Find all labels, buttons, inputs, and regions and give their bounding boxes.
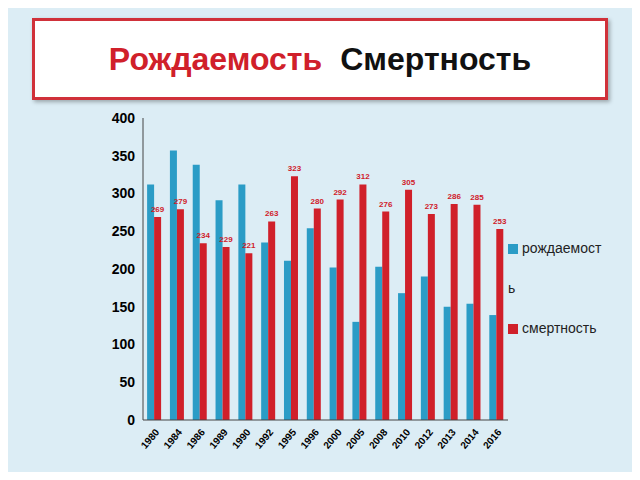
svg-text:250: 250 bbox=[112, 223, 136, 239]
svg-text:279: 279 bbox=[174, 197, 188, 206]
svg-text:350: 350 bbox=[112, 148, 136, 164]
svg-text:312: 312 bbox=[356, 172, 370, 181]
svg-text:400: 400 bbox=[112, 110, 136, 126]
html-text:рождаемость: рождаемость bbox=[508, 240, 602, 296]
svg-text:269: 269 bbox=[151, 205, 165, 214]
svg-text:1984: 1984 bbox=[161, 426, 184, 450]
svg-text:2016: 2016 bbox=[481, 426, 504, 450]
svg-text:200: 200 bbox=[112, 261, 136, 277]
svg-text:2014: 2014 bbox=[458, 426, 481, 450]
svg-text:221: 221 bbox=[242, 241, 256, 250]
svg-text:323: 323 bbox=[288, 164, 302, 173]
svg-text:276: 276 bbox=[379, 200, 393, 209]
svg-text:263: 263 bbox=[265, 209, 279, 218]
svg-text:292: 292 bbox=[333, 188, 347, 197]
svg-text:50: 50 bbox=[119, 374, 135, 390]
svg-text:1989: 1989 bbox=[207, 426, 230, 450]
svg-text:0: 0 bbox=[127, 412, 135, 428]
svg-text:2008: 2008 bbox=[367, 426, 390, 450]
svg-text:1990: 1990 bbox=[230, 426, 253, 450]
svg-text:253: 253 bbox=[493, 217, 507, 226]
svg-text:286: 286 bbox=[447, 192, 461, 201]
svg-text:1980: 1980 bbox=[139, 426, 162, 450]
svg-text:2010: 2010 bbox=[390, 426, 413, 450]
svg-text:2012: 2012 bbox=[412, 426, 435, 450]
svg-text:305: 305 bbox=[402, 178, 416, 187]
html-text:смертность: смертность bbox=[522, 320, 597, 336]
html-text:Рождаемость: Рождаемость bbox=[108, 40, 323, 77]
svg-text:1992: 1992 bbox=[253, 426, 276, 450]
svg-text:229: 229 bbox=[219, 235, 233, 244]
svg-text:280: 280 bbox=[311, 197, 325, 206]
svg-text:1986: 1986 bbox=[184, 426, 207, 450]
svg-text:1996: 1996 bbox=[298, 426, 321, 450]
svg-text:234: 234 bbox=[197, 231, 211, 240]
html-text:Смертность: Смертность bbox=[340, 40, 532, 77]
svg-text:150: 150 bbox=[112, 299, 136, 315]
svg-text:2000: 2000 bbox=[321, 426, 344, 450]
svg-text:1995: 1995 bbox=[276, 426, 299, 450]
svg-text:285: 285 bbox=[470, 193, 484, 202]
svg-text:300: 300 bbox=[112, 185, 136, 201]
svg-text:100: 100 bbox=[112, 336, 136, 352]
svg-text:2005: 2005 bbox=[344, 426, 367, 450]
svg-text:2013: 2013 bbox=[435, 426, 458, 450]
svg-text:273: 273 bbox=[425, 202, 439, 211]
